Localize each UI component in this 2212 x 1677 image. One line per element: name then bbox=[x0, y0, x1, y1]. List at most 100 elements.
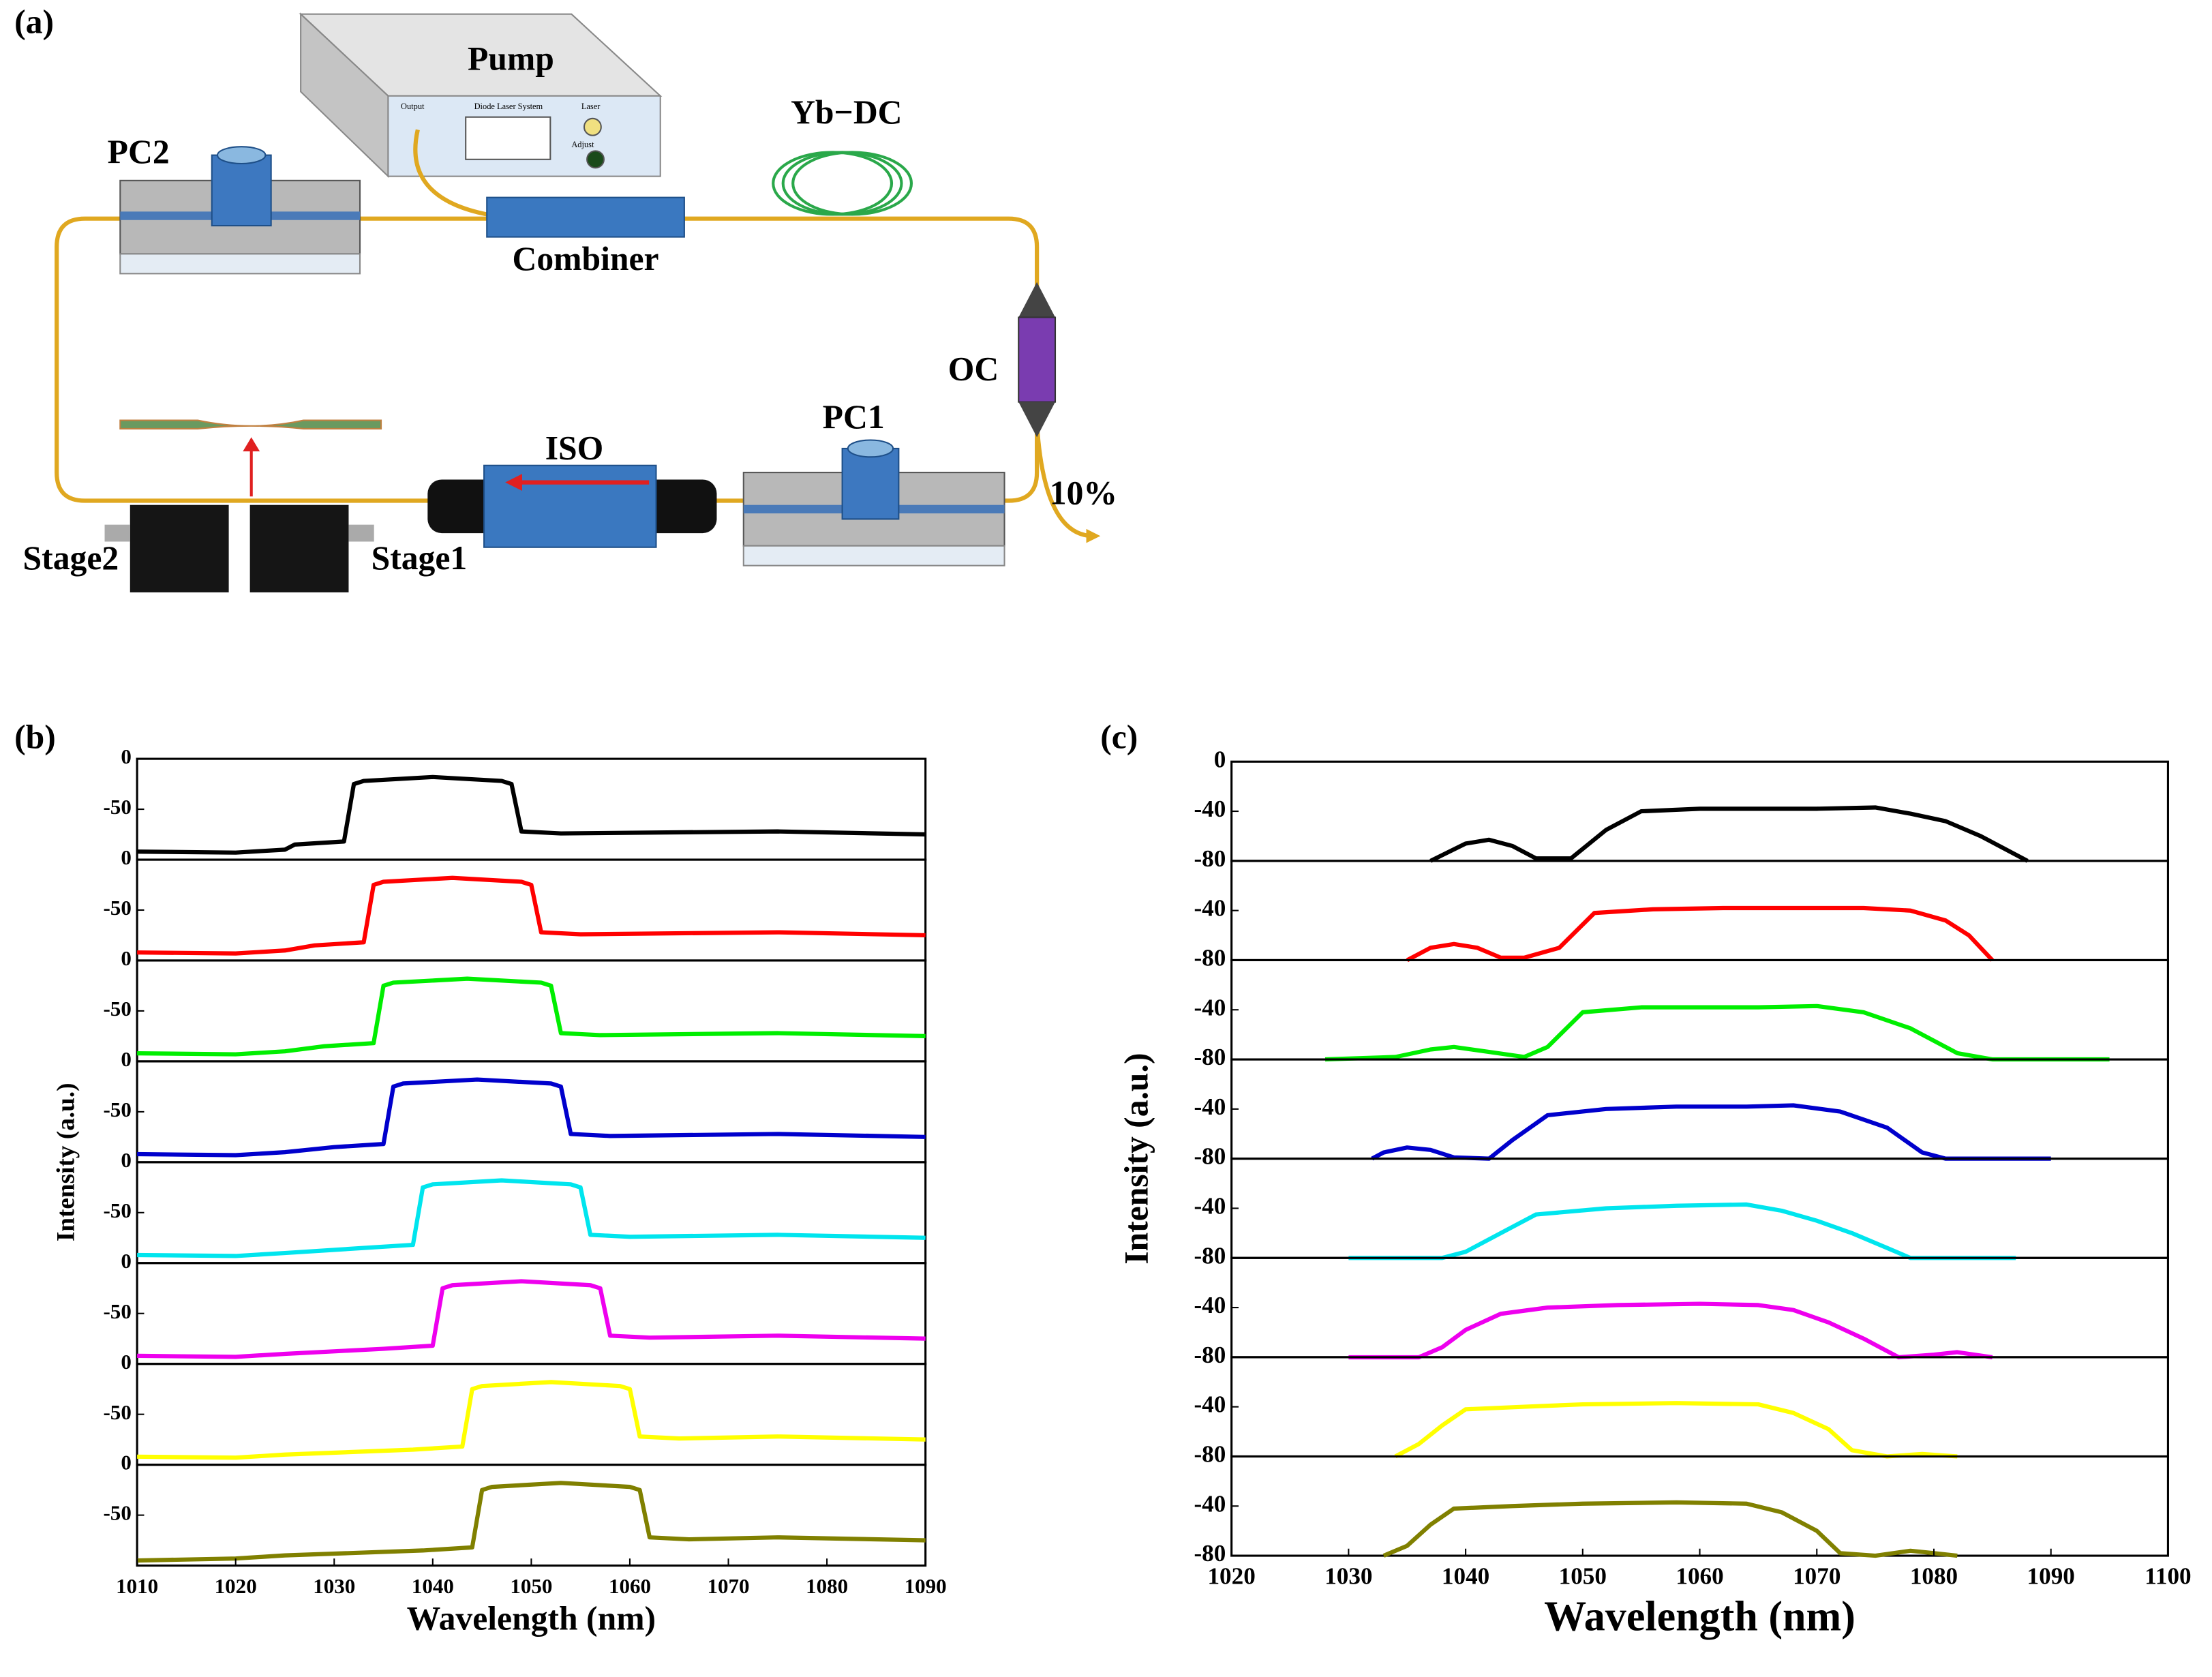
oc bbox=[1018, 282, 1057, 438]
y-tick-label: -50 bbox=[103, 1299, 131, 1323]
label: ISO bbox=[545, 429, 604, 466]
arrow bbox=[243, 437, 260, 452]
y-tick-label: -80 bbox=[1194, 1242, 1226, 1269]
y-tick-label: 0 bbox=[121, 845, 132, 869]
subplot-frame bbox=[1230, 1256, 2169, 1359]
output-arrow bbox=[1086, 528, 1101, 543]
label: Combiner bbox=[513, 240, 659, 277]
spectrum bbox=[137, 1380, 926, 1460]
x-tick-label: 1020 bbox=[1207, 1562, 1255, 1589]
y-tick-label: -80 bbox=[1194, 1540, 1226, 1567]
x-tick-label: 1060 bbox=[1676, 1562, 1723, 1589]
x-tick-label: 1090 bbox=[905, 1574, 947, 1598]
label: OC bbox=[948, 350, 999, 388]
subplot-frame bbox=[1230, 1058, 2169, 1160]
label: Pump bbox=[468, 40, 554, 77]
subplot-frame bbox=[1230, 958, 2169, 1061]
y-tick-label: -80 bbox=[1194, 1441, 1226, 1468]
x-tick-label: 1090 bbox=[2027, 1562, 2075, 1589]
x-tick-label: 1030 bbox=[313, 1574, 355, 1598]
combiner bbox=[486, 196, 685, 238]
spectrum bbox=[1324, 1003, 2110, 1062]
subplot-frame bbox=[1230, 1455, 2169, 1557]
stages bbox=[104, 504, 374, 592]
subplot-frame bbox=[136, 1464, 927, 1567]
x-tick-label: 1030 bbox=[1324, 1562, 1372, 1589]
label: Output bbox=[401, 102, 425, 111]
isolator bbox=[427, 464, 717, 548]
spectrum bbox=[137, 774, 926, 855]
label: Laser bbox=[581, 102, 601, 111]
y-tick-label: -80 bbox=[1194, 1044, 1226, 1070]
y-tick-label: 0 bbox=[121, 744, 132, 768]
subplot-frame bbox=[136, 858, 927, 962]
label: Adjust bbox=[571, 140, 594, 149]
y-tick-label: 0 bbox=[121, 946, 132, 970]
spectrum bbox=[1394, 1401, 1958, 1459]
y-tick-label: -40 bbox=[1194, 1193, 1226, 1220]
y-tick-label: 0 bbox=[121, 1047, 132, 1071]
y-tick-label: -50 bbox=[103, 1400, 131, 1424]
x-tick-label: 1040 bbox=[412, 1574, 454, 1598]
y-tick-label: -50 bbox=[103, 1198, 131, 1222]
x-tick-label: 1080 bbox=[806, 1574, 848, 1598]
x-tick-label: 1050 bbox=[510, 1574, 552, 1598]
subplot-frame bbox=[136, 959, 927, 1063]
y-tick-label: -50 bbox=[103, 1098, 131, 1121]
pump-fiber bbox=[413, 129, 487, 217]
subplot-frame bbox=[1230, 760, 2169, 862]
y-tick-label: -50 bbox=[103, 997, 131, 1021]
x-axis-label: Wavelength (nm) bbox=[1544, 1593, 1855, 1640]
label: Yb−DC bbox=[791, 93, 902, 131]
x-tick-label: 1050 bbox=[1559, 1562, 1607, 1589]
pc1 bbox=[742, 439, 1005, 566]
y-tick-label: -80 bbox=[1194, 1342, 1226, 1368]
x-tick-label: 1010 bbox=[116, 1574, 158, 1598]
subplot-frame bbox=[1230, 1356, 2169, 1458]
panel-label: (a) bbox=[14, 3, 54, 41]
x-axis-label: Wavelength (nm) bbox=[407, 1600, 656, 1637]
spectrum bbox=[137, 875, 926, 956]
tapered-fiber bbox=[119, 419, 382, 429]
x-tick-label: 1100 bbox=[2145, 1562, 2191, 1589]
y-tick-label: -40 bbox=[1194, 1490, 1226, 1517]
fiber-loop bbox=[55, 216, 1040, 503]
spectrum bbox=[137, 1077, 926, 1158]
panel-label: (b) bbox=[14, 719, 56, 756]
y-tick-label: 0 bbox=[121, 1451, 132, 1475]
y-tick-label: -50 bbox=[103, 896, 131, 920]
spectrum bbox=[137, 1279, 926, 1359]
y-axis-label: Intensity (a.u.) bbox=[52, 1083, 80, 1241]
y-tick-label: -40 bbox=[1194, 796, 1226, 822]
setup-diagram: (a) Pump Output Diode Laser System Laser… bbox=[14, 3, 1117, 592]
x-tick-label: 1060 bbox=[609, 1574, 651, 1598]
subplot-frame bbox=[136, 1262, 927, 1365]
y-tick-label: 0 bbox=[1214, 746, 1226, 772]
label: PC1 bbox=[823, 398, 885, 436]
y-tick-label: -80 bbox=[1194, 845, 1226, 872]
pump-knob bbox=[586, 150, 605, 169]
spectrum bbox=[1348, 1301, 1993, 1360]
x-tick-label: 1040 bbox=[1442, 1562, 1489, 1589]
subplot-frame bbox=[136, 1363, 927, 1466]
y-tick-label: -40 bbox=[1194, 1093, 1226, 1120]
pc2 bbox=[119, 146, 361, 275]
spectrum bbox=[1348, 1202, 2016, 1260]
x-tick-label: 1070 bbox=[708, 1574, 750, 1598]
spectrum bbox=[137, 1178, 926, 1258]
y-tick-label: -40 bbox=[1194, 994, 1226, 1021]
x-tick-label: 1020 bbox=[215, 1574, 257, 1598]
label: PC2 bbox=[108, 133, 170, 170]
y-tick-label: -40 bbox=[1194, 1292, 1226, 1318]
yb-coil bbox=[772, 151, 913, 216]
spectrum bbox=[1371, 1103, 2051, 1161]
subplot-frame bbox=[136, 757, 927, 861]
label: Stage1 bbox=[372, 539, 468, 577]
subplot-frame bbox=[136, 1060, 927, 1164]
spectrum bbox=[137, 1481, 926, 1563]
y-tick-label: -50 bbox=[103, 795, 131, 819]
label: Stage2 bbox=[23, 539, 119, 577]
spectrum bbox=[1406, 905, 1995, 963]
output-fiber bbox=[1035, 423, 1093, 539]
